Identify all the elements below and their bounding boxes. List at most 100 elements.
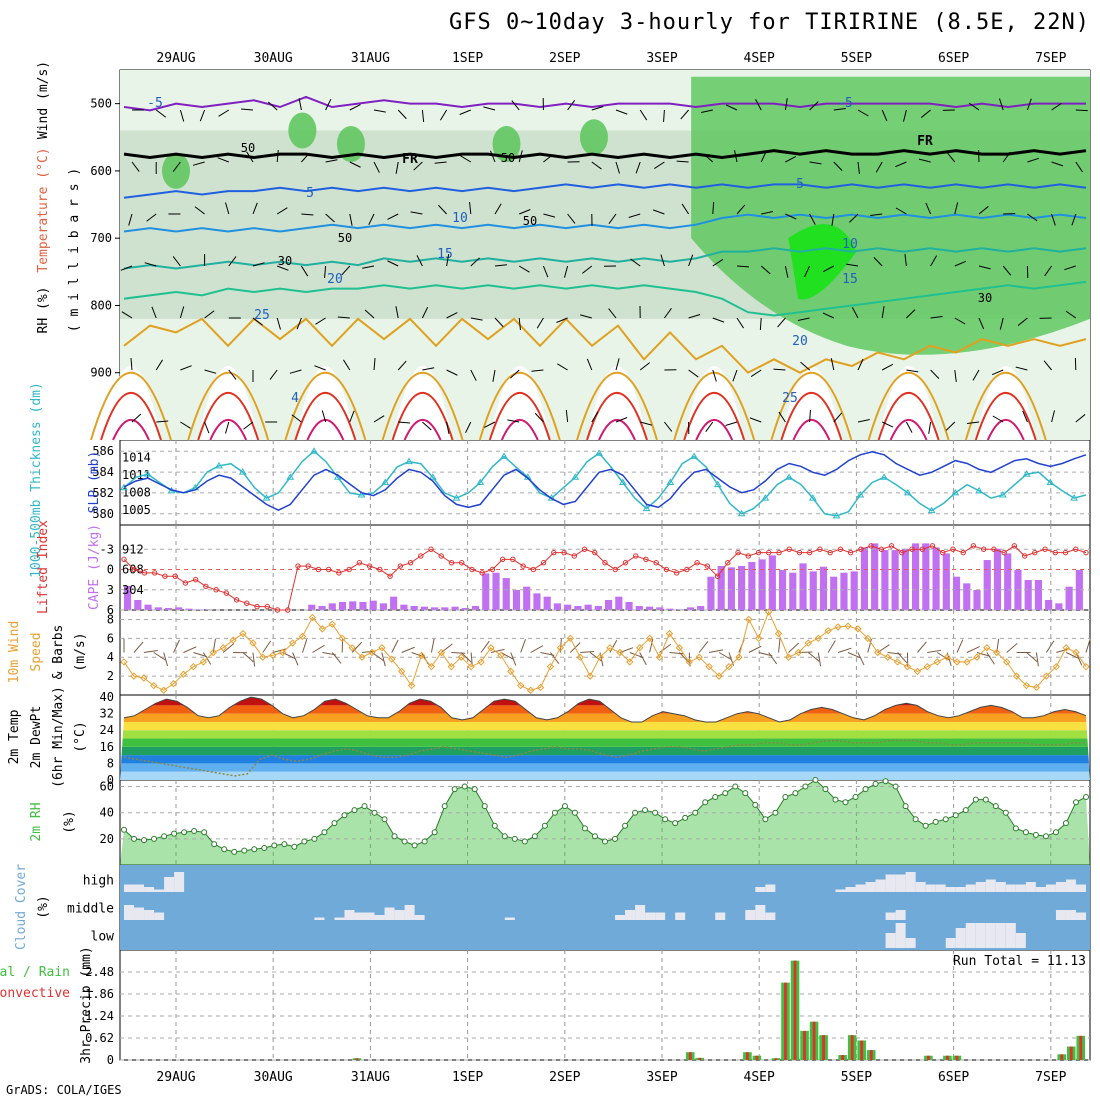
rh-point <box>211 841 218 848</box>
cape-bar <box>1055 603 1063 610</box>
temperature-contour-label: 20 <box>792 334 808 349</box>
precip-convective-label: Convective <box>0 986 70 1001</box>
rh-point <box>702 799 709 806</box>
cloud-high-bar <box>755 887 766 892</box>
wind-barb <box>833 108 846 111</box>
wind-speed-point <box>249 639 257 647</box>
cloud-high-bar <box>134 884 145 892</box>
rh-point <box>802 783 809 790</box>
wind-barb <box>1051 102 1062 111</box>
wind-barb <box>954 369 957 382</box>
cloud-high-bar <box>925 884 936 892</box>
wind-barb <box>252 262 265 267</box>
precip-convective-bar <box>793 960 797 1060</box>
cloud-layer-label: middle <box>67 902 114 917</box>
rh-point <box>1083 794 1089 800</box>
wind-barb <box>397 360 407 371</box>
rh-point <box>1052 829 1059 836</box>
freezing-level-label: FR <box>917 134 933 149</box>
thickness-point <box>785 473 793 480</box>
cape-bar <box>707 576 715 610</box>
wind-barb <box>518 317 521 330</box>
rh-point <box>972 796 979 803</box>
cloud-low-bar <box>945 938 956 948</box>
rh-dry-patch <box>101 366 161 440</box>
wind-barb <box>591 161 602 170</box>
wind-barb <box>252 652 256 667</box>
wind-barb <box>972 369 980 381</box>
pressure-tick-label: 800 <box>90 298 112 312</box>
wind-barb <box>204 421 210 434</box>
wind-barb <box>669 652 684 655</box>
wind-barb <box>800 361 810 371</box>
wind-speed-point <box>199 658 208 666</box>
lifted-index-point <box>325 566 332 573</box>
cape-bar <box>993 548 1002 610</box>
wind-barb <box>242 652 254 663</box>
precip-convective-bar <box>745 1052 749 1060</box>
rh-point <box>1002 809 1009 816</box>
lifted-index-point <box>336 570 342 576</box>
rh-point <box>752 801 759 808</box>
lifted-index-point <box>438 553 444 559</box>
thickness-point <box>381 478 390 485</box>
cape-bar <box>983 560 991 610</box>
lifted-index-line <box>123 545 1087 611</box>
wind-speed-point <box>764 608 773 616</box>
temperature-contour-hump <box>403 419 442 441</box>
lifted-index-point <box>899 549 905 556</box>
wind-speed-point <box>953 658 961 666</box>
cape-bar <box>533 593 541 610</box>
temp-band <box>120 771 1090 780</box>
wind-barb <box>750 369 762 377</box>
wind-barb <box>373 358 376 371</box>
wind-barb <box>736 204 746 215</box>
cloud-high-bar <box>955 887 966 892</box>
rh-point <box>622 822 629 829</box>
cloud-middle-bar <box>124 905 135 920</box>
wind-speed-point <box>447 662 455 671</box>
rh-point <box>1022 829 1029 836</box>
cloud-high-bar <box>855 884 866 892</box>
cloud-middle-bar <box>635 905 646 920</box>
thickness-axis-label: 1000-500mb Thickness (dm) <box>29 382 44 578</box>
cloud-middle-bar <box>144 910 155 920</box>
wind-barb <box>430 638 435 653</box>
wind-speed-point <box>189 662 198 671</box>
cloud-middle-bar <box>755 905 766 920</box>
lifted-index-point <box>694 560 700 566</box>
wind-barb <box>1064 265 1076 271</box>
wind-barb <box>315 317 326 325</box>
cloud-high-bar <box>865 882 876 892</box>
wind-barb <box>930 369 940 379</box>
cape-bar <box>697 606 705 610</box>
rh-contour-label: 30 <box>978 291 992 305</box>
wind-barb <box>688 254 694 267</box>
rh-contour-label: 50 <box>338 231 352 245</box>
lifted-index-point <box>397 563 404 569</box>
cape-bar <box>441 607 449 610</box>
lifted-index-point <box>602 560 608 566</box>
wind-speed-point <box>556 644 565 652</box>
rh-point <box>722 790 729 797</box>
rh-point <box>551 809 558 816</box>
wind-speed-point <box>407 681 416 690</box>
temperature-contour-label: 4 <box>291 391 299 406</box>
wind-barb <box>446 312 458 319</box>
wind-barb <box>276 317 281 330</box>
wind-barb <box>391 639 399 653</box>
lifted-index-point <box>653 560 659 566</box>
cape-bar <box>502 578 510 610</box>
wind-speed-point <box>755 634 763 643</box>
lifted-index-point <box>929 543 936 549</box>
precip-convective-bar <box>774 1058 778 1060</box>
cloud-high-bar <box>905 872 916 892</box>
cape-bar <box>1024 580 1032 610</box>
lifted-index-point <box>571 553 577 559</box>
wind-barb <box>156 420 169 423</box>
cloud-middle-bar <box>414 915 425 920</box>
wind-barb <box>349 410 355 423</box>
cloud-middle-bar <box>615 915 626 920</box>
wind-barb <box>978 317 985 330</box>
lifted-index-point <box>735 549 741 556</box>
